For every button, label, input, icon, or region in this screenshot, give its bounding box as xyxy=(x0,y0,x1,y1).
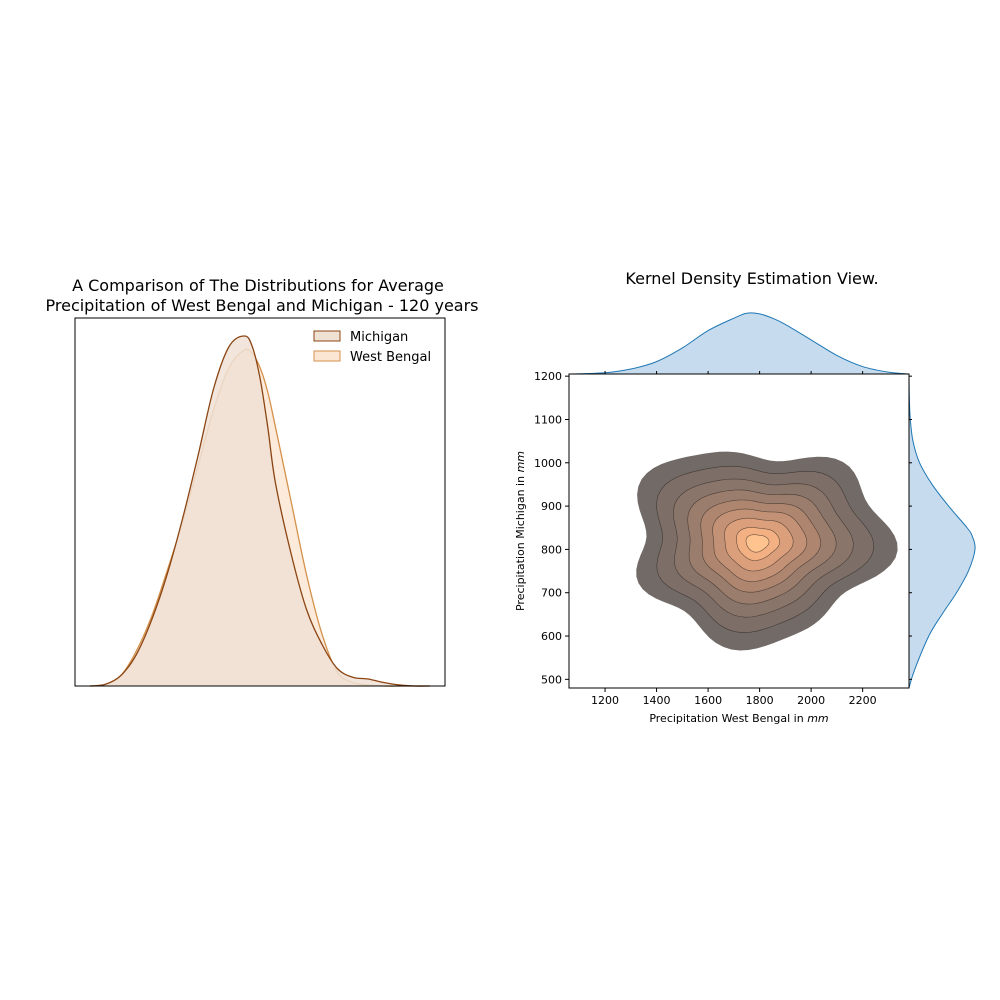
marginal-x-area xyxy=(569,312,909,374)
marginal-y-area xyxy=(909,374,976,688)
density-line-michigan xyxy=(89,335,431,687)
marginal-y-density xyxy=(908,373,976,689)
x-tick-label: 1400 xyxy=(643,694,671,707)
y-tick-label: 800 xyxy=(541,543,562,556)
left-series-group xyxy=(89,335,431,687)
x-tick-label: 1200 xyxy=(591,694,619,707)
y-axis-label: Precipitation Michigan in mm xyxy=(514,451,527,611)
legend-swatch-michigan xyxy=(313,330,341,342)
x-tick-label: 2200 xyxy=(849,694,877,707)
kde-contours xyxy=(636,451,898,651)
legend-label-michigan: Michigan xyxy=(350,330,408,345)
right-chart-title: Kernel Density Estimation View. xyxy=(625,269,878,288)
y-tick-label: 1100 xyxy=(534,413,562,426)
y-axis-label-unit: mm xyxy=(514,451,527,472)
x-axis-label: Precipitation West Bengal in mm xyxy=(649,712,828,725)
left-chart-title-line1: A Comparison of The Distributions for Av… xyxy=(72,276,444,295)
x-axis-ticks: 1200 1400 1600 1800 2000 2200 xyxy=(591,371,877,707)
joint-plot-border xyxy=(568,373,910,689)
y-tick-label: 500 xyxy=(541,673,562,686)
marginal-x-density xyxy=(568,312,910,375)
legend-swatch-west-bengal xyxy=(313,350,341,362)
left-chart-title-line2: Precipitation of West Bengal and Michiga… xyxy=(46,296,479,315)
x-tick-label: 1800 xyxy=(746,694,774,707)
left-plot-border xyxy=(74,317,446,687)
y-axis-label-text: Precipitation Michigan in xyxy=(514,472,527,611)
x-tick-label: 2000 xyxy=(797,694,825,707)
density-area-michigan xyxy=(90,336,430,687)
left-chart: A Comparison of The Distributions for Av… xyxy=(46,276,479,687)
legend-label-west-bengal: West Bengal xyxy=(350,350,431,365)
x-axis-label-unit: mm xyxy=(807,712,828,725)
y-tick-label: 700 xyxy=(541,587,562,600)
y-tick-label: 900 xyxy=(541,500,562,513)
marginal-x-line xyxy=(568,312,910,375)
y-axis-ticks: 500 600 700 800 900 1000 1100 1200 xyxy=(534,370,912,686)
right-chart: Kernel Density Estimation View. 1200 1400… xyxy=(514,269,976,725)
x-tick-label: 1600 xyxy=(694,694,722,707)
contour-level-8 xyxy=(745,534,770,553)
marginal-y-line xyxy=(908,373,976,689)
y-tick-label: 1000 xyxy=(534,457,562,470)
left-legend: Michigan West Bengal xyxy=(313,330,431,365)
y-tick-label: 1200 xyxy=(534,370,562,383)
x-axis-label-text: Precipitation West Bengal in xyxy=(649,712,807,725)
y-tick-label: 600 xyxy=(541,630,562,643)
